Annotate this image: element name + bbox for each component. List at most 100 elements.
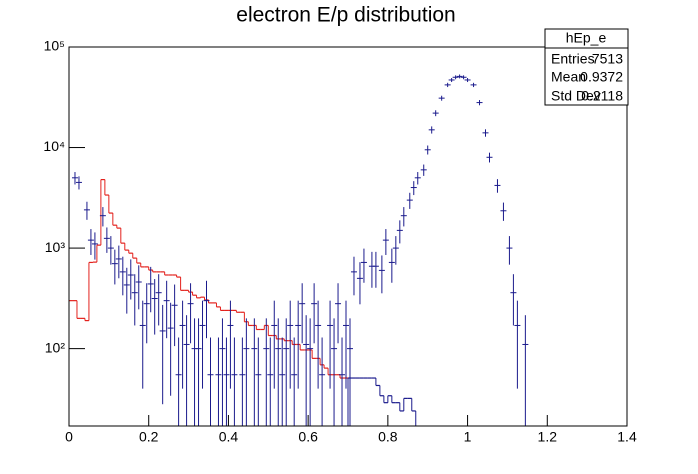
- x-tick-label: 0.6: [298, 429, 318, 445]
- data-point: [303, 315, 310, 426]
- data-point: [295, 300, 302, 389]
- data-point: [219, 318, 226, 426]
- data-point: [291, 337, 298, 426]
- data-point: [476, 100, 483, 106]
- data-point: [420, 164, 427, 176]
- data-point: [456, 74, 463, 79]
- data-point: [356, 262, 363, 305]
- data-point: [319, 337, 326, 426]
- data-point: [163, 280, 170, 339]
- data-point: [414, 172, 421, 185]
- data-point: [91, 232, 98, 260]
- data-point: [147, 266, 154, 313]
- data-point: [470, 82, 477, 88]
- data-point: [327, 300, 334, 389]
- data-point: [239, 337, 246, 426]
- data-point: [187, 283, 194, 344]
- data-point: [255, 337, 262, 426]
- data-point: [107, 236, 114, 265]
- data-point: [410, 181, 417, 196]
- data-point: [392, 236, 399, 265]
- data-point: [299, 283, 306, 344]
- stats-value: 0.2118: [581, 88, 623, 104]
- data-point: [251, 318, 258, 426]
- data-point: [71, 172, 78, 185]
- data-point: [207, 337, 214, 426]
- data-point: [406, 192, 413, 209]
- data-point: [514, 300, 521, 389]
- stats-value: 0.9372: [580, 69, 623, 85]
- data-point: [263, 318, 270, 426]
- data-point: [115, 245, 122, 279]
- y-tick-label: 10⁴: [43, 138, 65, 154]
- data-point: [99, 207, 106, 227]
- stats-label: Std Dev: [551, 88, 601, 104]
- chart-title: electron E/p distribution: [236, 4, 455, 27]
- data-point: [438, 95, 445, 101]
- data-point: [223, 337, 230, 426]
- axes: 0 0.2 0.4 0.6 0.8 1 1.2 1.4 10² 10³ 10⁴ 10⁵: [43, 38, 637, 445]
- data-point: [155, 274, 162, 326]
- stats-title: hEp_e: [566, 30, 607, 46]
- data-point: [215, 337, 222, 426]
- data-point: [267, 337, 274, 426]
- data-point: [279, 337, 286, 426]
- data-point: [171, 284, 178, 347]
- data-point: [360, 248, 367, 283]
- data-point: [131, 274, 138, 326]
- data-point: [175, 337, 182, 426]
- data-point: [460, 75, 467, 80]
- data-point: [199, 300, 206, 389]
- data-point: [311, 283, 318, 344]
- data-point: [127, 259, 134, 300]
- y-tick-label: 10⁵: [44, 38, 65, 54]
- data-point: [75, 176, 82, 190]
- data-point: [424, 145, 431, 155]
- data-point: [179, 300, 186, 389]
- data-point: [315, 300, 322, 389]
- data-point: [139, 300, 146, 389]
- x-tick-label: 1: [464, 429, 472, 445]
- data-point: [339, 337, 346, 426]
- data-point: [522, 315, 529, 426]
- data-point: [506, 236, 513, 265]
- data-point: [432, 110, 439, 117]
- data-point: [396, 220, 403, 244]
- data-point: [123, 267, 130, 314]
- data-point: [111, 249, 118, 285]
- data-point: [275, 318, 282, 426]
- data-point: [444, 82, 451, 88]
- data-point: [159, 304, 166, 405]
- data-point: [231, 337, 238, 426]
- data-point: [203, 280, 210, 339]
- stats-value: 7513: [592, 51, 623, 67]
- data-point: [243, 318, 250, 426]
- data-point: [135, 265, 142, 310]
- data-point: [343, 300, 350, 389]
- x-tick-label: 0.8: [378, 429, 398, 445]
- data-point: [452, 75, 459, 80]
- data-point: [167, 302, 174, 396]
- data-point: [143, 283, 150, 344]
- data-point: [448, 77, 455, 83]
- data-point: [482, 129, 489, 137]
- plot-area: [69, 74, 529, 426]
- data-point: [195, 318, 202, 426]
- frame: [68, 46, 628, 427]
- data-point: [382, 229, 389, 255]
- data-point: [83, 201, 90, 220]
- data-point: [87, 229, 94, 255]
- data-point: [271, 300, 278, 389]
- data-point: [464, 77, 471, 83]
- data-point: [283, 318, 290, 426]
- x-tick-label: 0.4: [219, 429, 239, 445]
- data-point: [346, 318, 353, 426]
- data-point: [400, 207, 407, 227]
- stats-box: hEp_e Entries 7513 Mean 0.9372 Std Dev 0…: [544, 28, 629, 106]
- data-point: [287, 300, 294, 389]
- stats-label: Entries: [551, 51, 595, 67]
- x-tick-label: 0.2: [139, 429, 159, 445]
- y-tick-label: 10³: [45, 239, 66, 255]
